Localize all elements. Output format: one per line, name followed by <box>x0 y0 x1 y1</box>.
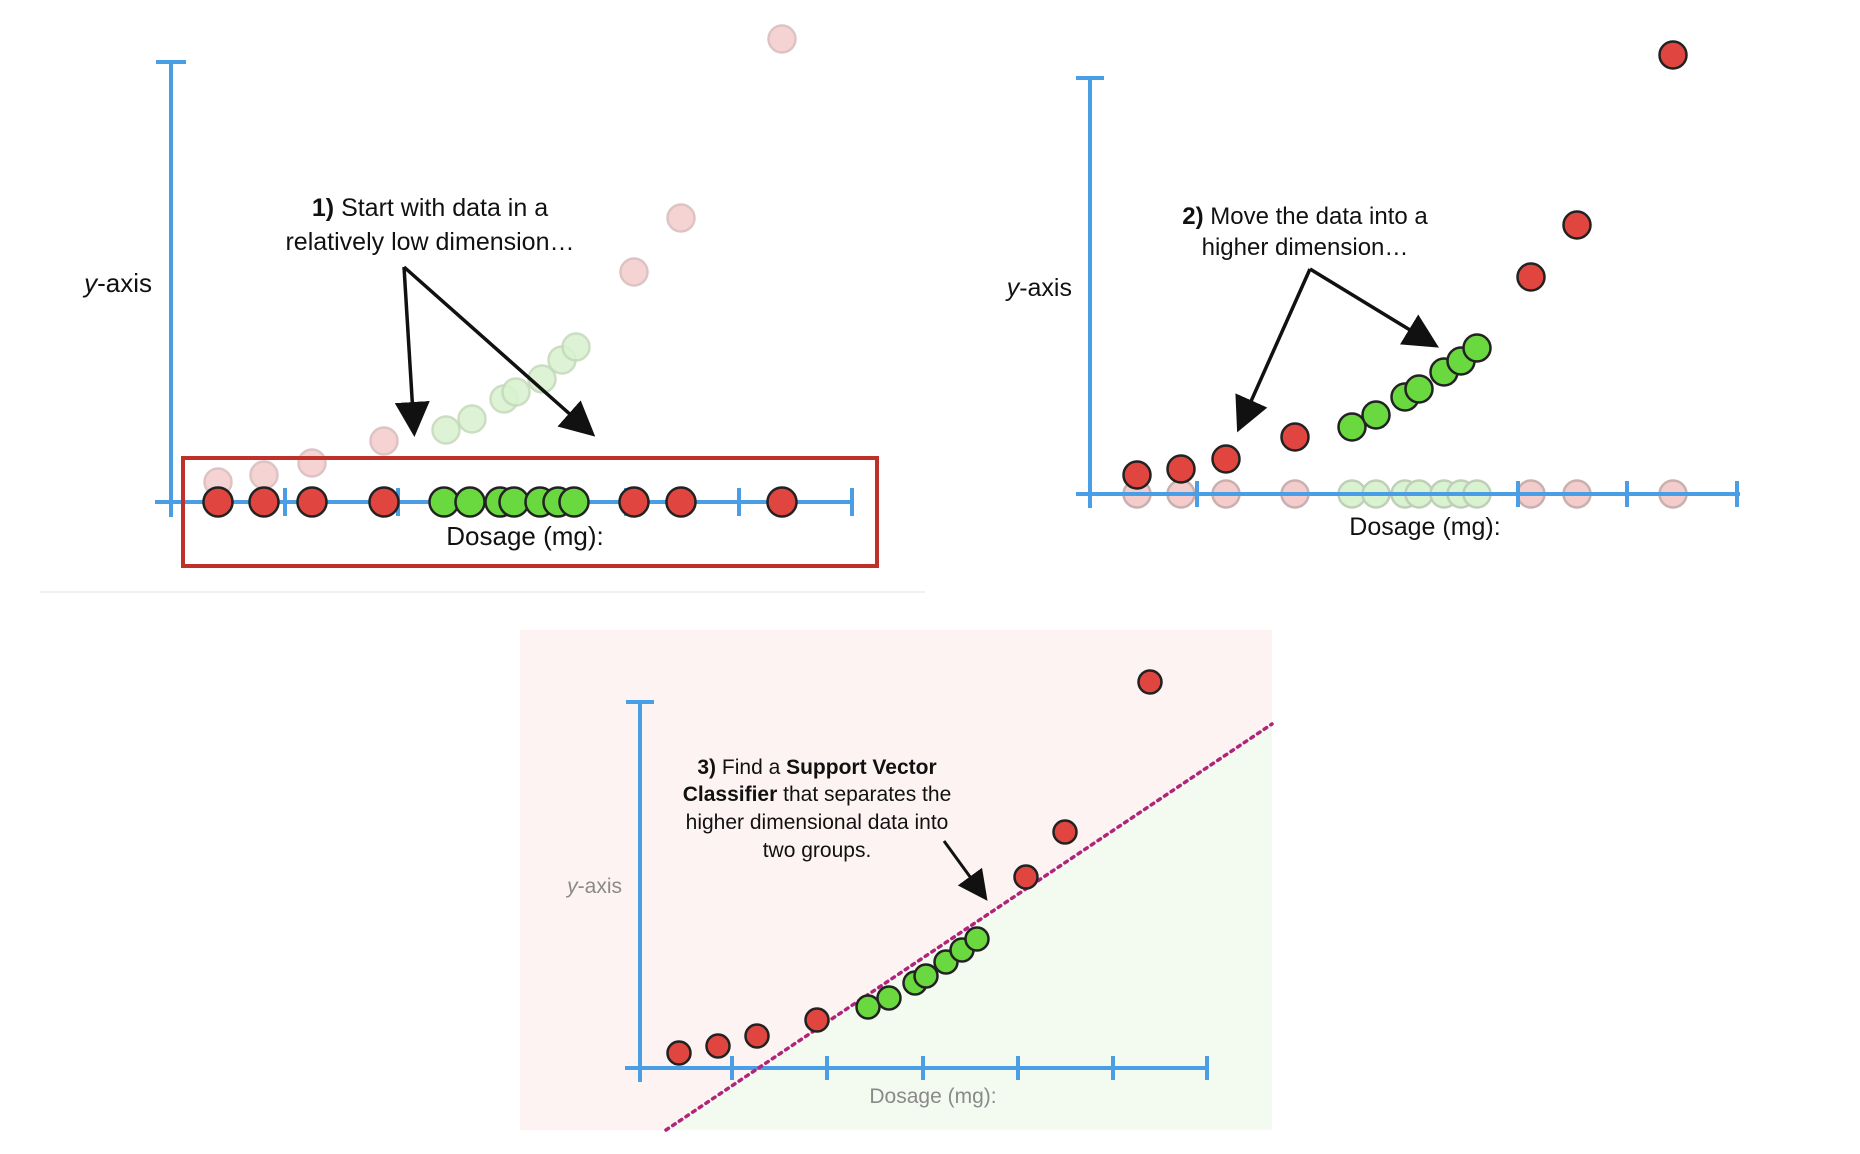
red-point <box>202 486 234 518</box>
axes <box>625 700 1209 1082</box>
y-axis-label: y-axis <box>82 268 152 298</box>
red-point <box>705 1033 731 1059</box>
x-axis-label: Dosage (mg): <box>869 1085 996 1108</box>
green-point <box>876 985 902 1011</box>
green-point <box>1361 400 1391 430</box>
green-point <box>558 486 590 518</box>
caption-line-2: higher dimension… <box>1202 234 1409 261</box>
red-point <box>804 1007 830 1033</box>
faded-red-point <box>369 426 399 456</box>
green-point <box>428 486 460 518</box>
red-point <box>296 486 328 518</box>
support-vector-classifier-line <box>664 722 1274 1132</box>
panel-2: y-axis Dosage (mg): 2) Move the data int… <box>1005 40 1740 541</box>
red-point <box>1658 40 1688 70</box>
red-point <box>1122 460 1152 490</box>
faded-red-point <box>767 24 797 54</box>
caption-line-1: 3) Find a Support Vector <box>697 756 936 779</box>
x-axis-label: Dosage (mg): <box>1349 513 1500 541</box>
faded-red-point <box>666 203 696 233</box>
red-point <box>1137 669 1163 695</box>
arrow-right <box>402 265 596 437</box>
red-point <box>1211 444 1241 474</box>
region-red <box>520 630 1272 1130</box>
caption-line-1: 2) Move the data into a <box>1182 203 1428 230</box>
caption-line-2: Classifier that separates the <box>683 783 952 806</box>
green-point <box>913 963 939 989</box>
red-point <box>666 1040 692 1066</box>
y-axis-label: y-axis <box>1005 274 1072 302</box>
faded-red-point <box>619 257 649 287</box>
data-points <box>1122 40 1688 490</box>
faded-green-point <box>457 404 487 434</box>
x-axis-ticks <box>730 1056 1209 1080</box>
red-point <box>248 486 280 518</box>
arrow-right <box>1309 267 1439 348</box>
red-point <box>744 1023 770 1049</box>
red-point <box>1516 262 1546 292</box>
faded-red-point <box>249 460 279 490</box>
red-point <box>1013 864 1039 890</box>
red-point <box>368 486 400 518</box>
data-points <box>202 486 798 518</box>
arrow-left <box>1235 268 1312 433</box>
red-point <box>1562 210 1592 240</box>
faded-red-point <box>297 448 327 478</box>
green-point <box>964 926 990 952</box>
green-point <box>498 486 530 518</box>
red-point <box>665 486 697 518</box>
faded-green-point <box>501 377 531 407</box>
highlight-box <box>181 456 879 568</box>
axes <box>155 60 854 517</box>
axes <box>1076 76 1740 508</box>
panel-1: y-axis Dosage (mg): 1) Start with data i… <box>40 24 925 593</box>
caption-line-2: relatively low dimension… <box>285 228 574 256</box>
faded-green-point <box>561 332 591 362</box>
red-point <box>618 486 650 518</box>
caption-line-4: two groups. <box>763 839 872 862</box>
faded-green-point <box>431 415 461 445</box>
arrow <box>942 840 988 901</box>
red-point <box>1280 422 1310 452</box>
y-axis-label: y-axis <box>565 875 622 898</box>
caption-line-3: higher dimensional data into <box>686 811 949 834</box>
red-point <box>1166 454 1196 484</box>
faded-points <box>203 24 797 497</box>
x-axis-label: Dosage (mg): <box>446 521 604 551</box>
green-point <box>1462 333 1492 363</box>
x-axis-ticks <box>1195 481 1739 507</box>
panel-3: y-axis Dosage (mg): 3) Find a Support Ve… <box>520 630 1274 1132</box>
red-point <box>766 486 798 518</box>
caption-line-1: 1) Start with data in a <box>312 194 548 222</box>
red-point <box>1052 819 1078 845</box>
green-point <box>1337 412 1367 442</box>
green-point <box>454 486 486 518</box>
green-point <box>1404 374 1434 404</box>
arrow-left <box>394 266 430 437</box>
green-point <box>855 994 881 1020</box>
data-points <box>666 669 1163 1066</box>
